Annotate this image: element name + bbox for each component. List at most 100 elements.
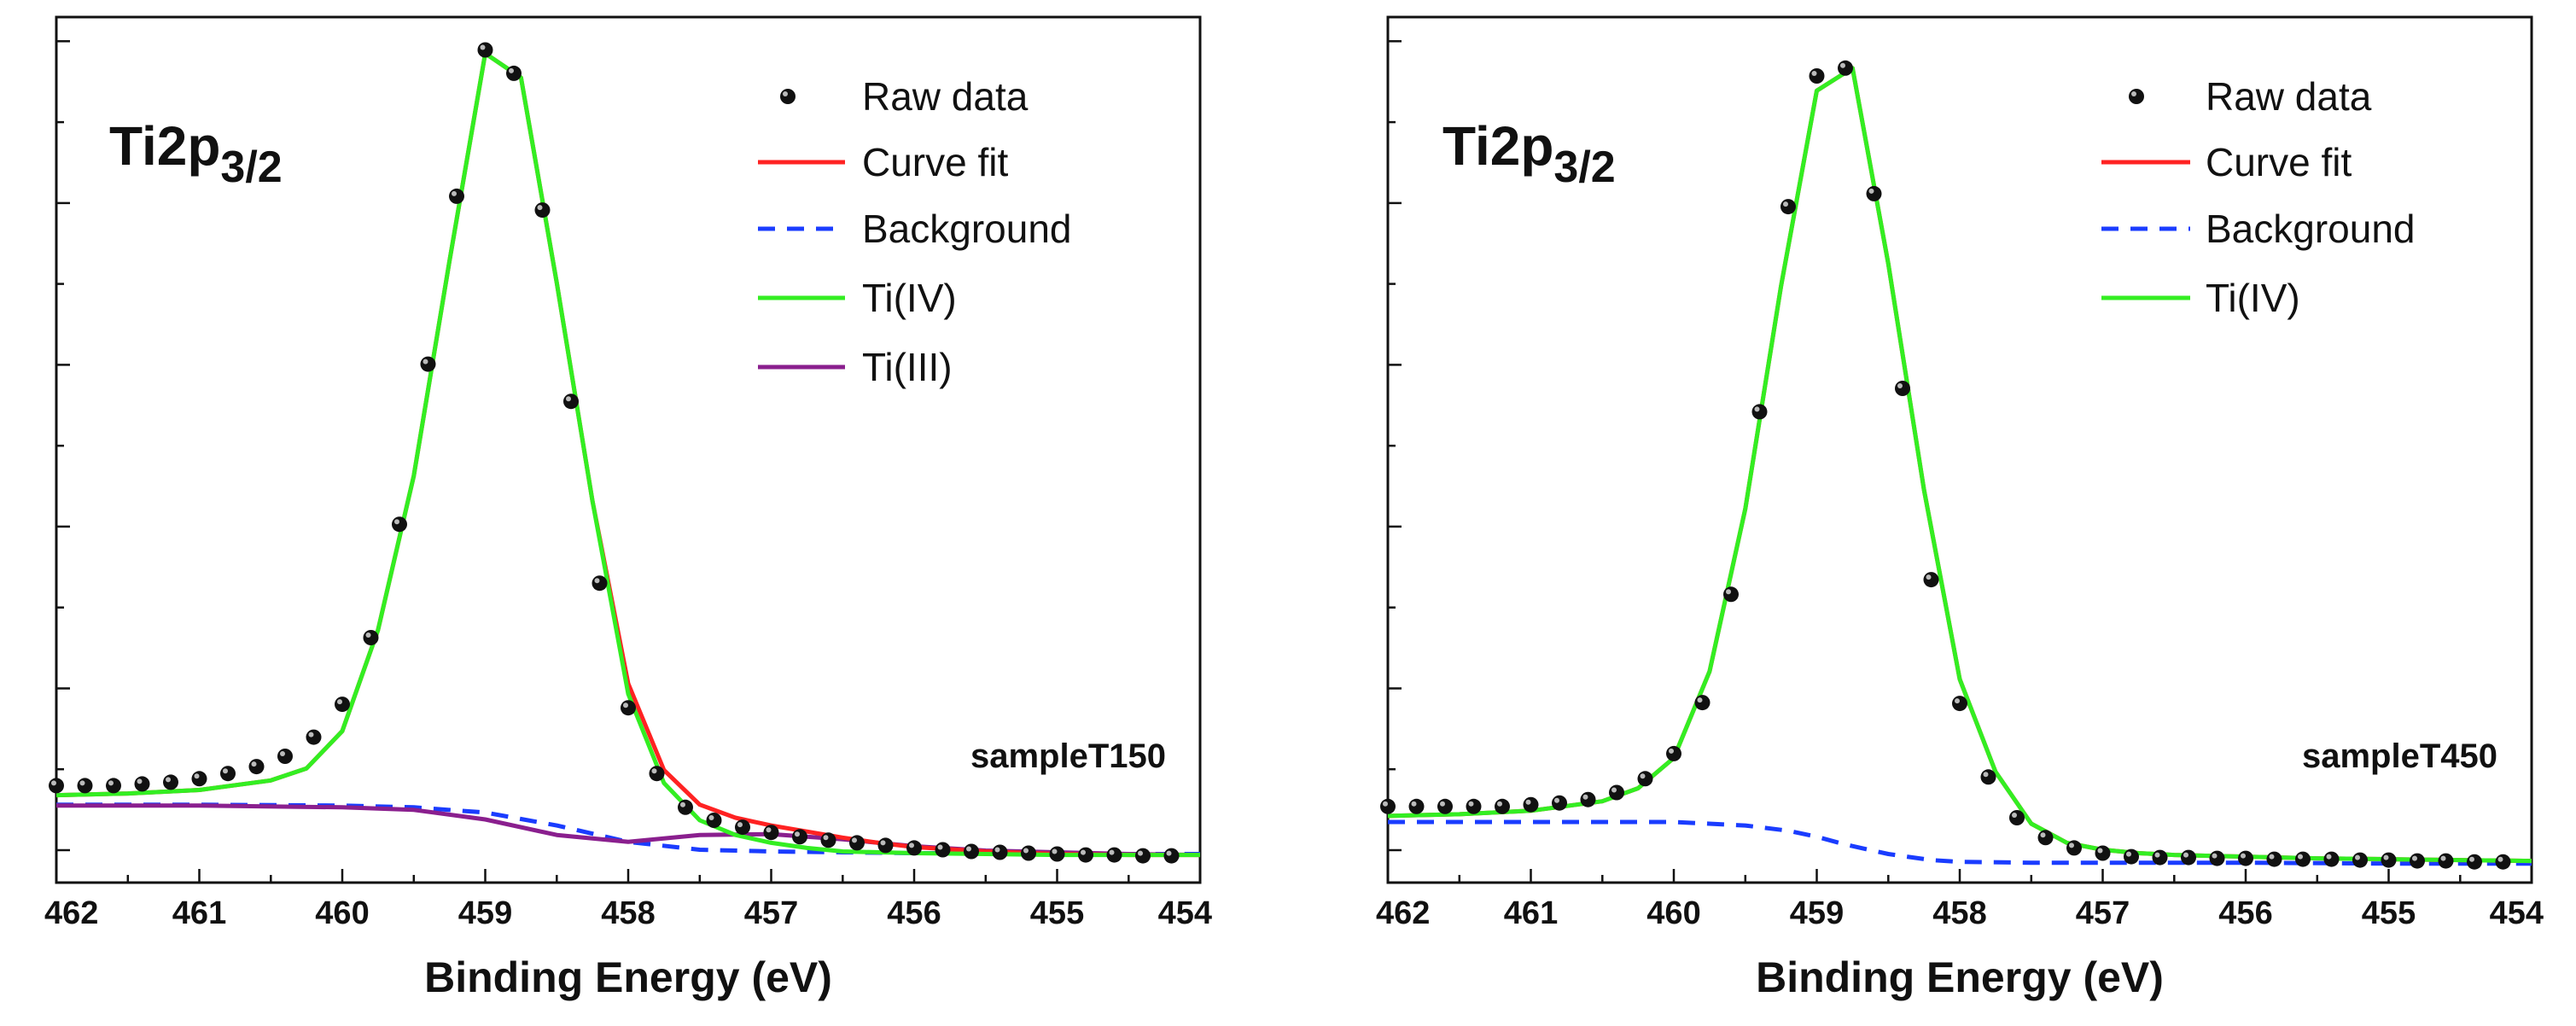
raw-data-point-left-27 — [820, 832, 836, 848]
raw-data-point-left-35 — [1049, 846, 1065, 862]
raw-data-point-right-9 — [1637, 771, 1653, 787]
x-tick-label-right-457: 457 — [2076, 895, 2130, 931]
raw-data-point-highlight-right-30 — [2241, 853, 2246, 859]
raw-data-point-left-11 — [363, 630, 379, 645]
raw-data-point-highlight-right-18 — [1897, 383, 1903, 388]
raw-data-point-right-8 — [1609, 784, 1624, 801]
raw-data-point-highlight-left-6 — [223, 768, 228, 774]
raw-data-point-highlight-left-24 — [737, 822, 743, 828]
x-tick-label-left-456: 456 — [887, 895, 941, 931]
raw-data-point-left-32 — [964, 843, 979, 860]
x-tick-label-left-460: 460 — [315, 895, 369, 931]
legend-label-curve-fit-left: Curve fit — [862, 140, 1008, 184]
legend-label-background-left: Background — [862, 207, 1072, 251]
raw-data-point-highlight-right-13 — [1754, 406, 1760, 412]
raw-data-point-highlight-left-39 — [1166, 850, 1172, 856]
raw-data-point-right-38 — [2467, 854, 2482, 870]
raw-data-point-left-15 — [477, 42, 493, 58]
raw-data-point-right-23 — [2037, 830, 2054, 846]
x-tick-label-left-458: 458 — [601, 895, 655, 931]
raw-data-point-highlight-left-36 — [1081, 849, 1086, 855]
y-ticks-right — [1388, 40, 1402, 852]
raw-data-point-right-3 — [1466, 798, 1482, 814]
raw-data-point-highlight-left-3 — [137, 778, 143, 784]
raw-data-point-right-35 — [2381, 852, 2397, 868]
raw-data-point-highlight-left-19 — [594, 578, 600, 584]
legend-item-background-left: Background — [758, 207, 1072, 251]
raw-data-point-highlight-right-26 — [2126, 851, 2131, 857]
raw-data-point-highlight-left-22 — [680, 802, 685, 807]
raw-data-point-left-13 — [420, 356, 436, 372]
raw-data-point-highlight-right-16 — [1840, 62, 1845, 68]
raw-data-point-highlight-right-31 — [2269, 854, 2275, 860]
y-ticks-left — [56, 40, 70, 852]
raw-data-point-left-28 — [849, 835, 865, 851]
raw-data-point-left-12 — [392, 516, 407, 533]
x-axis-title-left: Binding Energy (eV) — [424, 953, 832, 1001]
panel-left: 462 461 460 459 458 457 456 455 454 Ti2p3/2 samp… — [44, 15, 1212, 1001]
raw-data-point-highlight-left-26 — [795, 831, 800, 837]
x-tick-labels-right: 462 461 460 459 458 457 456 455 454 — [1376, 895, 2544, 931]
raw-data-point-highlight-left-4 — [166, 777, 171, 783]
raw-data-point-left-4 — [163, 774, 178, 790]
panel-title-left: Ti2p3/2 — [109, 115, 283, 192]
raw-data-point-right-22 — [2009, 810, 2025, 825]
raw-data-point-left-17 — [534, 202, 551, 219]
raw-data-point-right-39 — [2495, 854, 2511, 870]
raw-data-point-right-26 — [2124, 848, 2139, 865]
legend-item-raw-data-left: Raw data — [780, 74, 1029, 119]
raw-data-point-right-10 — [1666, 745, 1681, 761]
raw-data-point-right-5 — [1523, 796, 1539, 813]
raw-data-point-right-19 — [1923, 572, 1939, 588]
raw-data-point-highlight-right-14 — [1783, 201, 1788, 207]
raw-data-point-highlight-right-20 — [1955, 698, 1960, 704]
raw-data-point-highlight-right-36 — [2412, 855, 2417, 861]
legend-item-raw-data-right: Raw data — [2129, 74, 2372, 119]
raw-data-point-right-27 — [2152, 849, 2168, 866]
raw-data-point-right-12 — [1723, 586, 1739, 603]
raw-data-point-highlight-left-23 — [708, 815, 714, 820]
legend-item-background-right: Background — [2101, 207, 2416, 251]
raw-data-point-right-32 — [2295, 851, 2311, 867]
x-tick-label-right-461: 461 — [1504, 895, 1558, 931]
raw-data-point-highlight-right-5 — [1525, 799, 1531, 805]
legend-right: Raw data Curve fit Background Ti(IV) — [2101, 74, 2416, 320]
x-ticks-left — [55, 869, 1130, 883]
raw-data-point-left-29 — [877, 837, 894, 854]
raw-data-point-highlight-left-11 — [365, 633, 371, 638]
raw-data-point-highlight-right-17 — [1868, 188, 1874, 194]
legend-left: Raw data Curve fit Background Ti(IV) Ti(… — [758, 74, 1072, 389]
raw-data-point-highlight-right-38 — [2469, 856, 2474, 862]
raw-data-point-highlight-left-0 — [51, 780, 56, 786]
raw-data-point-highlight-left-33 — [994, 847, 1000, 853]
raw-data-point-highlight-right-27 — [2154, 852, 2160, 858]
raw-data-point-highlight-left-25 — [766, 827, 772, 833]
sample-label-right: sampleT450 — [2302, 737, 2497, 775]
raw-data-point-highlight-right-9 — [1640, 773, 1646, 779]
x-tick-labels-left: 462 461 460 459 458 457 456 455 454 — [44, 895, 1212, 931]
raw-data-point-left-10 — [335, 697, 350, 713]
raw-data-point-highlight-right-7 — [1582, 794, 1588, 800]
raw-data-point-left-16 — [506, 65, 522, 81]
raw-data-point-highlight-right-37 — [2440, 855, 2446, 861]
raw-data-point-left-7 — [248, 759, 265, 775]
panel-title-main-left: Ti2p — [109, 115, 220, 177]
raw-data-point-left-18 — [563, 393, 579, 410]
x-axis-title-right: Binding Energy (eV) — [1756, 953, 2164, 1001]
sample-label-left: sampleT150 — [970, 737, 1166, 775]
raw-data-point-left-14 — [449, 188, 464, 204]
raw-data-point-right-15 — [1809, 68, 1825, 84]
raw-data-point-right-17 — [1866, 185, 1882, 201]
raw-data-point-left-6 — [220, 766, 236, 782]
legend-label-ti-iv-right: Ti(IV) — [2206, 276, 2300, 320]
raw-data-point-highlight-right-4 — [1497, 801, 1502, 807]
legend-marker-raw-data-right — [2129, 89, 2144, 104]
raw-data-point-highlight-right-33 — [2326, 854, 2332, 860]
raw-data-point-right-37 — [2438, 853, 2454, 869]
raw-data-point-right-25 — [2095, 845, 2111, 861]
raw-data-point-highlight-left-1 — [79, 780, 85, 786]
raw-data-point-highlight-left-28 — [852, 837, 857, 843]
raw-data-point-right-31 — [2266, 851, 2282, 867]
raw-data-point-left-25 — [763, 825, 779, 841]
